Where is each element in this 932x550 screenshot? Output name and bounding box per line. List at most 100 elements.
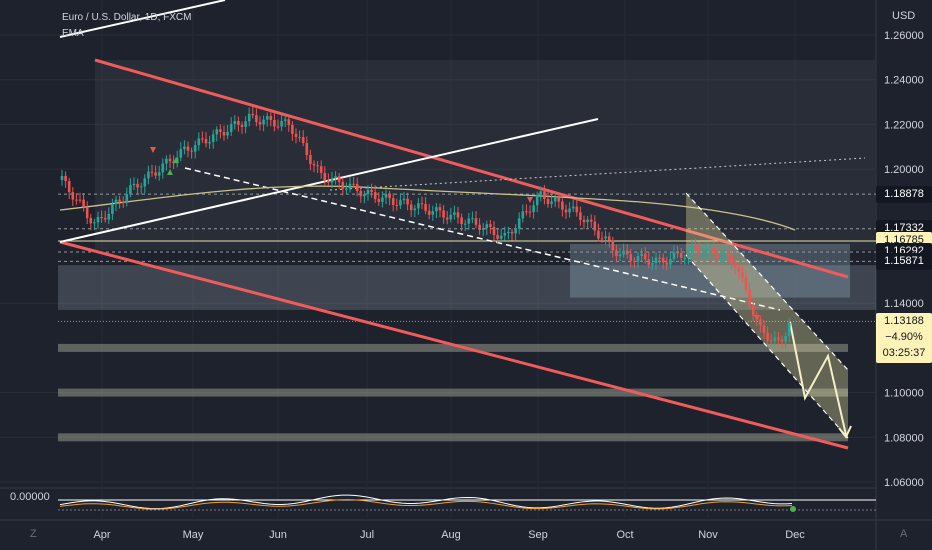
- candle: [503, 232, 507, 236]
- candle: [611, 240, 615, 251]
- candle: [633, 260, 636, 262]
- month-tick-label: May: [183, 529, 204, 541]
- candle: [571, 206, 575, 209]
- candle: [377, 199, 381, 202]
- candle: [291, 124, 294, 134]
- candle: [258, 122, 262, 125]
- candle: [150, 171, 154, 173]
- currency-unit[interactable]: USD: [892, 10, 916, 22]
- candle: [481, 228, 485, 230]
- candle: [640, 253, 643, 257]
- candle: [636, 256, 640, 262]
- candle: [543, 191, 546, 199]
- candle: [557, 197, 561, 202]
- candle: [535, 194, 539, 206]
- candle: [723, 253, 726, 258]
- candle: [759, 319, 762, 326]
- candle: [402, 198, 406, 201]
- channel-lower: [59, 240, 849, 450]
- candle: [733, 263, 737, 268]
- candle: [165, 158, 168, 164]
- candle: [787, 322, 791, 336]
- candle: [157, 172, 161, 176]
- candle: [780, 339, 784, 342]
- candle: [485, 224, 489, 229]
- candle: [229, 123, 233, 132]
- candle: [75, 199, 78, 201]
- candle: [399, 200, 402, 206]
- oscillator-signal-icon: [790, 506, 796, 512]
- candle: [507, 231, 510, 233]
- candle: [553, 197, 557, 202]
- candle: [730, 255, 733, 264]
- ema-line: [59, 185, 796, 231]
- candle: [201, 138, 204, 140]
- zoom-icon[interactable]: Z: [30, 528, 37, 540]
- candle: [589, 219, 593, 222]
- candle: [384, 194, 388, 198]
- candle: [471, 218, 474, 220]
- candle: [309, 155, 312, 164]
- candle: [517, 218, 521, 229]
- target-zone: [58, 433, 848, 442]
- candle: [514, 228, 517, 234]
- candle: [341, 181, 345, 189]
- sell-signal-icon: [527, 197, 533, 203]
- candle: [103, 217, 107, 220]
- candle: [643, 253, 647, 260]
- candle: [669, 259, 672, 265]
- candle: [474, 218, 478, 225]
- candle: [445, 217, 449, 220]
- projection-upper: [685, 192, 849, 371]
- candle: [417, 203, 420, 209]
- candle: [60, 175, 64, 180]
- candle: [438, 207, 442, 211]
- candle: [269, 116, 273, 120]
- indicator-label[interactable]: EMA: [62, 28, 84, 39]
- candle: [456, 212, 460, 218]
- symbol-title[interactable]: Euro / U.S. Dollar, 1D, FXCM: [62, 12, 192, 23]
- trendline-dotted: [329, 157, 866, 191]
- price-tick-label: 1.24000: [884, 75, 924, 87]
- candle: [748, 289, 751, 306]
- price-tick-label: 1.08000: [884, 432, 924, 444]
- candle: [751, 305, 755, 316]
- candle: [233, 121, 237, 124]
- candle: [143, 178, 147, 187]
- candle: [168, 158, 172, 162]
- candle: [593, 221, 597, 231]
- candle: [237, 121, 240, 125]
- candle: [435, 207, 438, 212]
- candle: [136, 183, 139, 188]
- auto-scale-button[interactable]: A: [900, 528, 908, 540]
- candle: [78, 199, 82, 201]
- candle: [708, 247, 712, 249]
- candle: [690, 245, 694, 251]
- candle: [125, 194, 129, 202]
- candle: [93, 222, 96, 224]
- candle: [129, 185, 132, 195]
- candle: [121, 201, 125, 203]
- month-tick-label: Nov: [698, 529, 718, 541]
- candle: [298, 137, 301, 139]
- candle: [697, 248, 701, 253]
- oscillator-value: 0.00000: [10, 491, 50, 503]
- candle: [701, 252, 705, 254]
- projection-lower: [685, 254, 849, 439]
- candle: [89, 218, 93, 224]
- candle: [154, 172, 157, 176]
- candle: [244, 121, 247, 127]
- target-zone: [58, 388, 848, 397]
- candle: [496, 234, 499, 239]
- candle: [604, 236, 607, 239]
- candle: [283, 119, 287, 122]
- candle: [629, 254, 633, 261]
- month-tick-label: Jul: [360, 529, 374, 541]
- candle: [766, 332, 769, 341]
- candle: [388, 194, 391, 199]
- candle: [568, 208, 571, 213]
- candle: [363, 194, 366, 197]
- candle: [661, 257, 665, 263]
- candle: [147, 171, 150, 179]
